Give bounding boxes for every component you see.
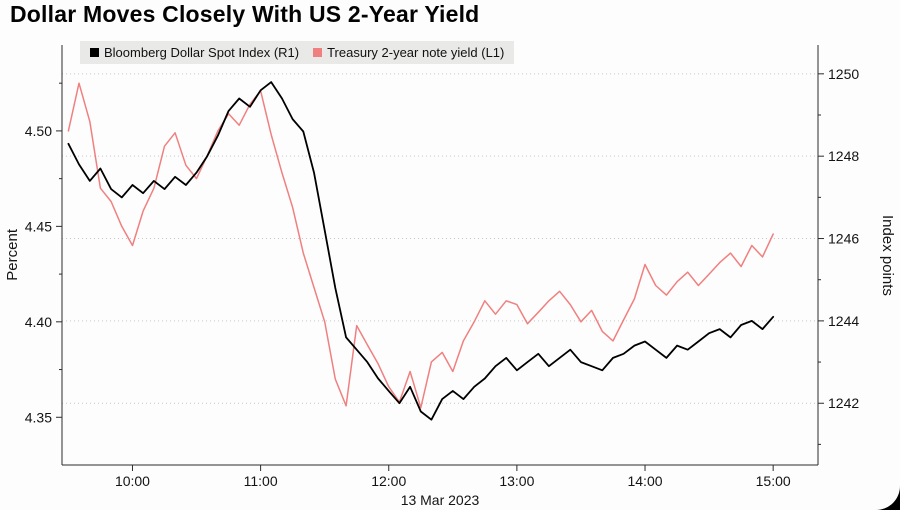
series-line-treasury-yield xyxy=(67,82,774,409)
x-axis-tick-label: 12:00 xyxy=(371,473,406,489)
right-axis-tick-label: 1246 xyxy=(828,231,859,247)
legend-label-dollar-index: Bloomberg Dollar Spot Index (R1) xyxy=(104,45,300,60)
x-axis-tick-label: 13:00 xyxy=(499,473,534,489)
x-axis-tick-label: 15:00 xyxy=(756,473,791,489)
x-axis-tick-label: 10:00 xyxy=(115,473,150,489)
legend-item-treasury-yield: Treasury 2-year note yield (L1) xyxy=(313,45,504,60)
series-line-dollar-index xyxy=(67,81,775,421)
x-axis-tick-label: 14:00 xyxy=(627,473,662,489)
chart-legend: Bloomberg Dollar Spot Index (R1) Treasur… xyxy=(80,41,515,64)
legend-swatch-treasury-yield xyxy=(313,48,323,57)
legend-swatch-dollar-index xyxy=(90,48,99,57)
right-axis-title: Index points xyxy=(879,214,896,296)
left-axis-title: Percent xyxy=(4,229,21,281)
right-axis-tick-label: 1244 xyxy=(828,313,859,329)
legend-item-dollar-index: Bloomberg Dollar Spot Index (R1) xyxy=(90,45,299,60)
left-axis-tick-label: 4.40 xyxy=(25,314,52,330)
legend-label-treasury-yield: Treasury 2-year note yield (L1) xyxy=(327,45,505,60)
right-axis-tick-label: 1250 xyxy=(828,66,859,82)
right-axis-tick-label: 1248 xyxy=(828,148,859,164)
chart-title: Dollar Moves Closely With US 2-Year Yiel… xyxy=(10,1,480,27)
left-axis-tick-label: 4.45 xyxy=(25,218,52,234)
x-axis-tick-label: 11:00 xyxy=(244,473,278,489)
left-axis-tick-label: 4.35 xyxy=(25,409,52,425)
left-axis-tick-label: 4.50 xyxy=(25,123,52,139)
x-axis-date-label: 13 Mar 2023 xyxy=(401,492,480,508)
right-axis-tick-label: 1242 xyxy=(828,395,859,411)
